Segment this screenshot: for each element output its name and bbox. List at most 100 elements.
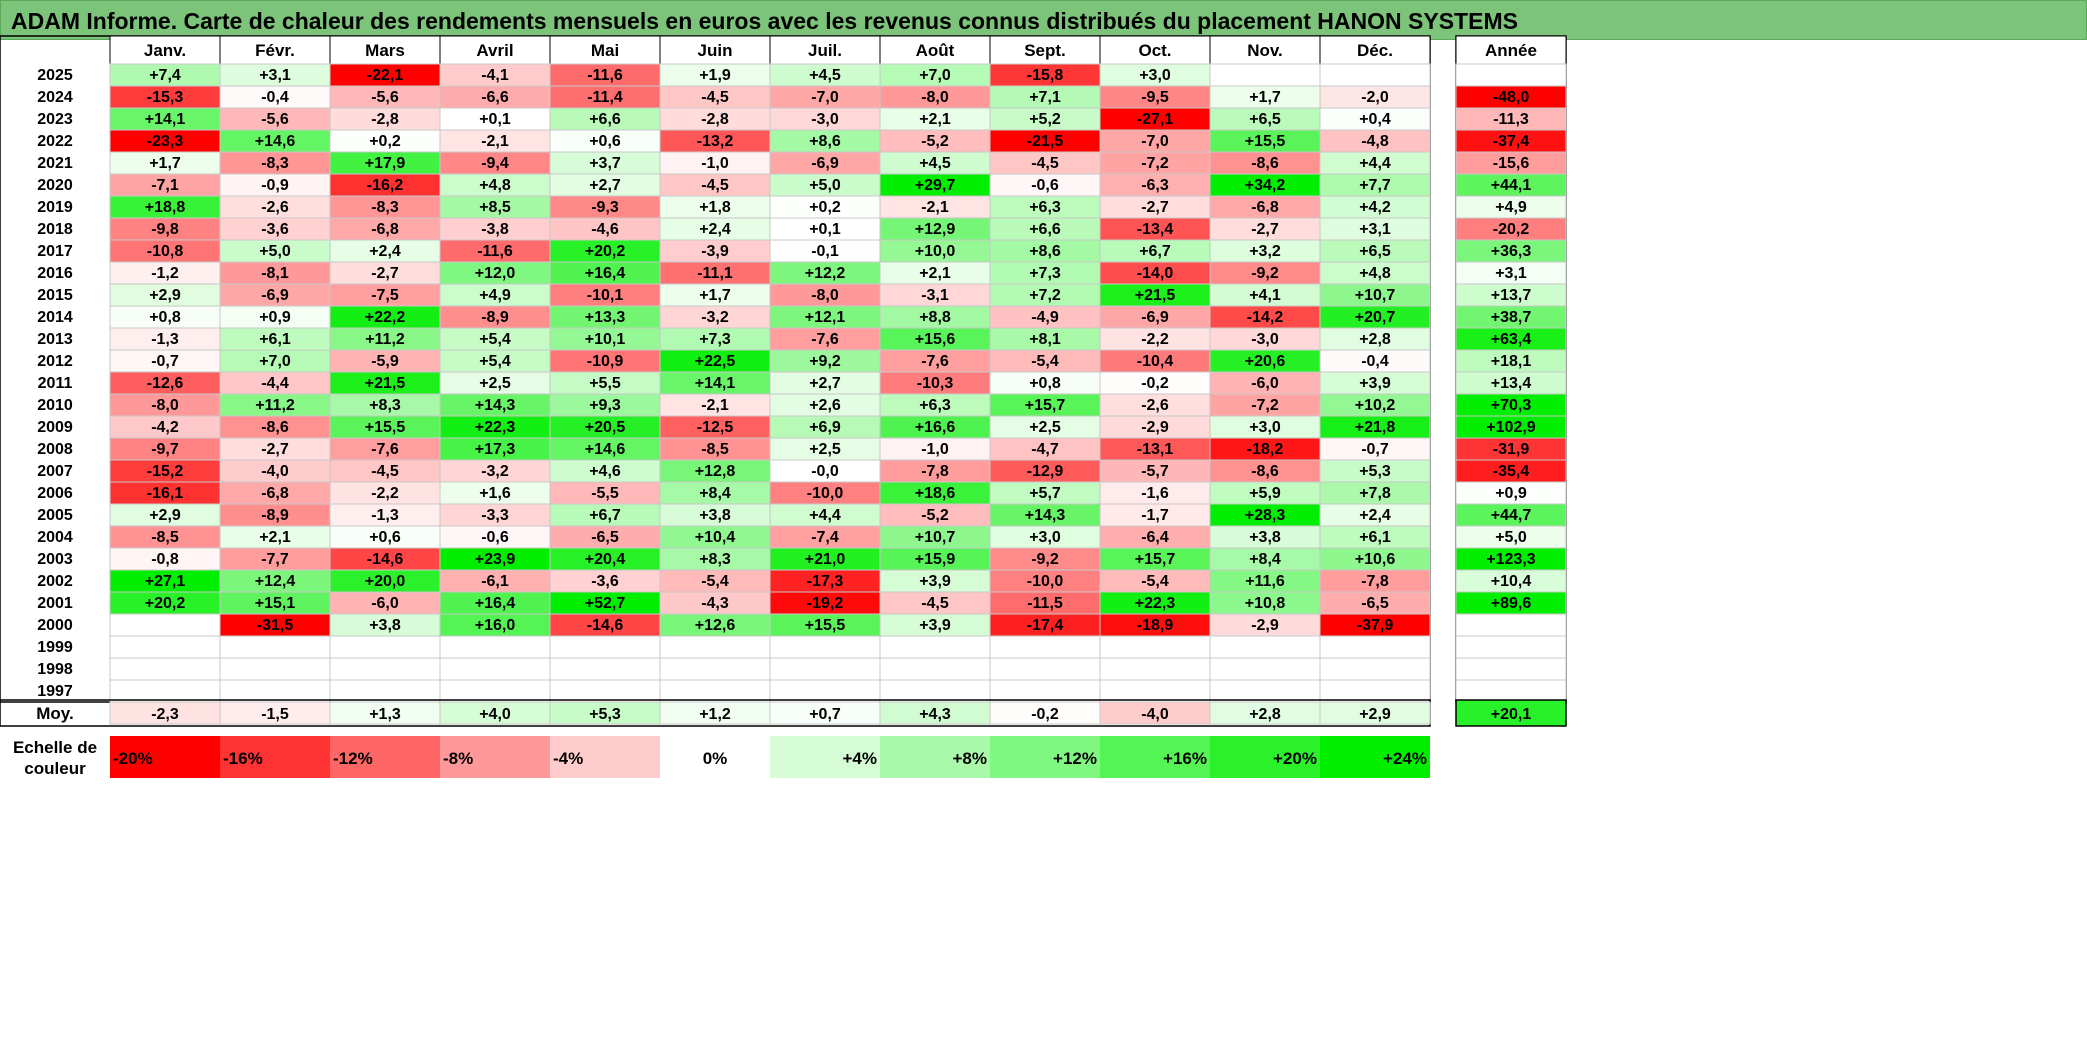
heat-cell	[989, 657, 1101, 681]
cell-value: +1,7	[149, 155, 181, 172]
cell-value: +11,2	[365, 331, 405, 348]
cell-value: +4,4	[809, 507, 841, 524]
cell-value: +8,4	[1249, 551, 1281, 568]
cell-value: -10,1	[587, 287, 624, 304]
cell-value: +4,1	[1249, 287, 1281, 304]
cell-value: +2,9	[149, 287, 181, 304]
cell-value: -2,7	[1251, 221, 1279, 238]
cell-value: -3,0	[811, 111, 839, 128]
cell-value: -2,1	[701, 397, 729, 414]
cell-value: +16,4	[475, 595, 516, 612]
year-label: 2018	[37, 221, 73, 238]
cell-value: -10,8	[147, 243, 184, 260]
cell-value: +14,1	[695, 375, 736, 392]
cell-value: -0,4	[261, 89, 289, 106]
cell-value: +2,7	[809, 375, 841, 392]
scale-tick: +12%	[1053, 749, 1097, 768]
heat-cell	[549, 679, 661, 703]
year-label: 2020	[37, 177, 73, 194]
cell-value: -11,6	[587, 67, 623, 84]
cell-value: -9,5	[1141, 89, 1169, 106]
year-label: 2015	[37, 287, 73, 304]
cell-value: -14,6	[367, 551, 404, 568]
cell-value: +4,5	[809, 67, 841, 84]
month-header: Sept.	[1024, 41, 1066, 60]
cell-value: +11,2	[255, 397, 295, 414]
cell-value: +6,3	[919, 397, 951, 414]
cell-value: +8,6	[1029, 243, 1061, 260]
cell-value: +7,3	[1029, 265, 1061, 282]
cell-value: -8,5	[701, 441, 729, 458]
cell-value: -13,4	[1137, 221, 1174, 238]
year-label: 2019	[37, 199, 73, 216]
cell-value: -6,1	[481, 573, 509, 590]
cell-value: +20,2	[145, 595, 186, 612]
cell-value: +6,1	[259, 331, 291, 348]
cell-value: +11,6	[1245, 573, 1285, 590]
cell-value: -31,5	[257, 617, 294, 634]
cell-value: +3,7	[589, 155, 621, 172]
scale-label: couleur	[24, 759, 86, 778]
annual-header-cell	[1455, 35, 1567, 65]
month-header-cell	[989, 35, 1101, 65]
annual-value: +13,7	[1491, 287, 1532, 304]
annual-cell	[1455, 613, 1567, 637]
cell-value: +8,5	[479, 199, 511, 216]
cell-value: +2,4	[699, 221, 731, 238]
heat-cell	[439, 635, 551, 659]
cell-value: -6,0	[1251, 375, 1279, 392]
annual-value: +102,9	[1486, 419, 1535, 436]
cell-value: +1,7	[699, 287, 731, 304]
cell-value: -18,9	[1137, 617, 1174, 634]
cell-value: -2,9	[1141, 419, 1169, 436]
cell-value: -4,3	[701, 595, 729, 612]
month-header: Juin	[698, 41, 733, 60]
cell-value: -5,7	[1141, 463, 1169, 480]
month-header-cell	[1209, 35, 1321, 65]
cell-value: +2,1	[919, 111, 951, 128]
cell-value: -6,9	[261, 287, 289, 304]
cell-value: +13,3	[585, 309, 626, 326]
cell-value: -6,8	[1251, 199, 1279, 216]
heat-cell	[1319, 679, 1431, 703]
cell-value: +7,0	[919, 67, 951, 84]
cell-value: +5,0	[259, 243, 291, 260]
cell-value: -7,0	[1141, 133, 1169, 150]
cell-value: -7,1	[151, 177, 179, 194]
cell-value: -1,3	[151, 331, 179, 348]
cell-value: -0,2	[1141, 375, 1169, 392]
scale-swatch	[770, 736, 880, 778]
scale-tick: -12%	[333, 749, 373, 768]
cell-value: -9,3	[591, 199, 619, 216]
cell-value: +3,0	[1029, 529, 1061, 546]
cell-value: +2,5	[479, 375, 511, 392]
cell-value: +0,4	[1359, 111, 1391, 128]
cell-value: -21,5	[1027, 133, 1064, 150]
cell-value: -7,0	[811, 89, 839, 106]
month-header: Juil.	[808, 41, 842, 60]
cell-value: +3,1	[259, 67, 291, 84]
cell-value: -6,5	[1361, 595, 1389, 612]
cell-value: +0,9	[259, 309, 291, 326]
cell-value: +5,2	[1029, 111, 1061, 128]
average-value: -1,5	[261, 706, 289, 723]
cell-value: +21,0	[805, 551, 846, 568]
cell-value: -3,2	[481, 463, 509, 480]
cell-value: +0,6	[369, 529, 401, 546]
heat-cell	[1209, 657, 1321, 681]
average-value: +1,2	[699, 706, 731, 723]
cell-value: +1,8	[699, 199, 731, 216]
annual-value: +3,1	[1495, 265, 1527, 282]
month-header-cell	[439, 35, 551, 65]
cell-value: +0,2	[369, 133, 401, 150]
year-label: 2006	[37, 485, 73, 502]
cell-value: -6,9	[1141, 309, 1169, 326]
heat-cell	[1099, 635, 1211, 659]
cell-value: +6,6	[1029, 221, 1061, 238]
annual-value: +18,1	[1491, 353, 1532, 370]
cell-value: -0,7	[1361, 441, 1389, 458]
cell-value: +7,8	[1359, 485, 1391, 502]
heat-cell	[329, 679, 441, 703]
scale-swatch	[1320, 736, 1430, 778]
